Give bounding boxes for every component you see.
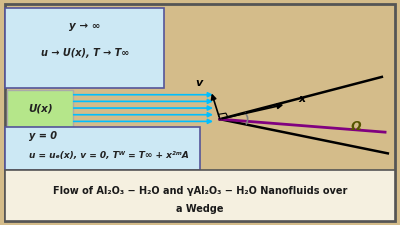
Text: U(x): U(x) bbox=[28, 104, 53, 114]
FancyBboxPatch shape bbox=[5, 8, 164, 88]
FancyBboxPatch shape bbox=[7, 90, 73, 127]
FancyBboxPatch shape bbox=[5, 4, 395, 221]
Text: u → U(x), T → T∞: u → U(x), T → T∞ bbox=[41, 47, 129, 58]
Text: y = 0: y = 0 bbox=[29, 131, 57, 141]
Text: Ω: Ω bbox=[351, 120, 362, 133]
Text: a Wedge: a Wedge bbox=[176, 204, 224, 214]
Text: x: x bbox=[298, 94, 305, 104]
Text: u = uₑ(x), v = 0, Tᵂ = T∞ + x²ᵐA: u = uₑ(x), v = 0, Tᵂ = T∞ + x²ᵐA bbox=[29, 151, 189, 160]
FancyBboxPatch shape bbox=[5, 127, 200, 170]
Text: y → ∞: y → ∞ bbox=[69, 21, 100, 31]
FancyBboxPatch shape bbox=[5, 170, 395, 221]
Text: Flow of Al₂O₃ − H₂O and γAl₂O₃ − H₂O Nanofluids over: Flow of Al₂O₃ − H₂O and γAl₂O₃ − H₂O Nan… bbox=[53, 186, 347, 196]
Text: v: v bbox=[195, 78, 203, 88]
